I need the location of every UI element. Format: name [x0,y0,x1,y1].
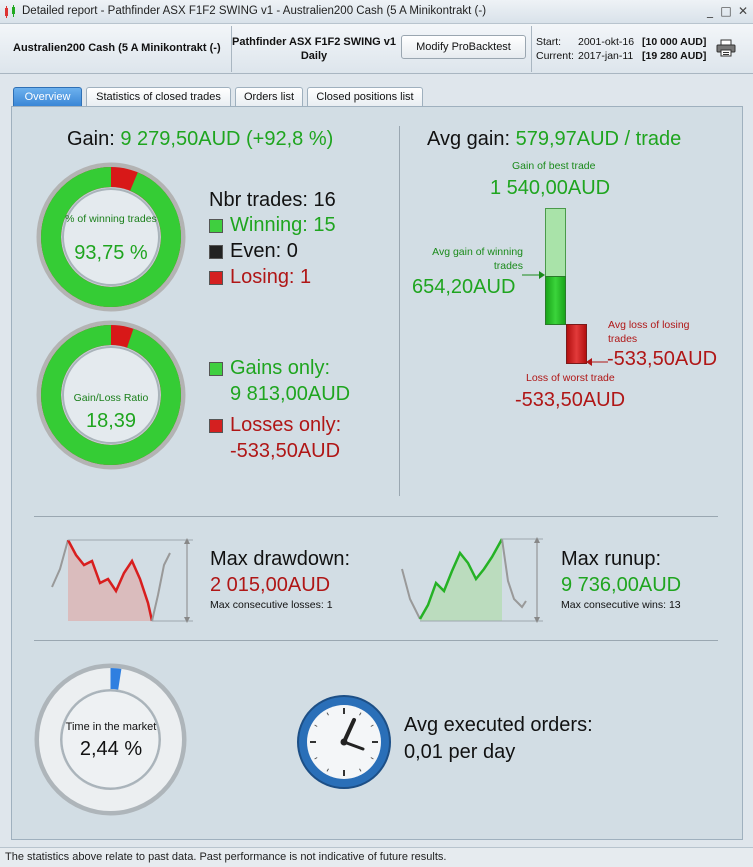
nbr-trades: Nbr trades: 16 [209,189,336,211]
gain-label: Gain: [67,128,115,150]
avg-winning-label: Avg gain of winning trades [420,245,523,273]
tab-overview[interactable]: Overview [13,87,82,106]
minimize-button[interactable]: _ [707,4,713,18]
current-label: Current: [536,50,574,62]
close-button[interactable]: ✕ [737,4,749,18]
avg-losing-label: Avg loss of losing trades [608,318,690,346]
printer-icon[interactable] [716,39,736,57]
header-divider [231,26,232,72]
winning-ring-gain-arc [41,167,181,307]
system-name: Pathfinder ASX F1F2 SWING v1 [231,36,396,48]
time-in-market-ring [34,663,187,816]
time-in-market-arc [39,668,182,811]
current-capital: [19 280 AUD] [642,50,707,62]
gain-value: 9 279,50AUD (+92,8 %) [120,128,334,150]
max-runup-label: Max runup: [561,548,662,570]
best-trade-bar [545,208,566,276]
header-divider [531,26,532,72]
losses-only-label: Losses only: [230,414,342,436]
avg-gain-heading: Avg gain: 579,97AUD / trade [427,128,681,151]
avg-losing-label-line1: Avg loss of losing [608,319,690,331]
tab-statistics-closed-trades[interactable]: Statistics of closed trades [86,87,231,106]
timeframe: Daily [300,50,328,62]
row-divider [34,640,718,641]
maximize-button[interactable]: □ [720,4,732,18]
avg-winning-label-line2: trades [493,260,523,272]
avg-losing-value-clip: -533,50AUD [607,348,721,371]
avg-gain-label: Avg gain: [427,128,511,150]
clock-icon [297,695,391,789]
max-consecutive-wins: Max consecutive wins: 13 [561,599,681,611]
worst-trade-value: -533,50AUD [515,389,626,411]
winning-legend-swatch [209,219,223,233]
avg-losing-label-line2: trades [608,333,638,345]
losses-only-swatch [209,419,223,433]
avg-winning-label-line1: Avg gain of winning [432,246,523,258]
window-title: Detailed report - Pathfinder ASX F1F2 SW… [22,5,487,17]
avg-executed-orders-label: Avg executed orders: [404,714,593,736]
gains-only-value: 9 813,00AUD [230,383,351,405]
avg-losing-bar [566,324,587,364]
max-runup-value: 9 736,00AUD [561,574,682,596]
even-legend-swatch [209,245,223,259]
row-divider [34,516,718,517]
max-drawdown-value: 2 015,00AUD [210,574,331,596]
tab-orders-list[interactable]: Orders list [235,87,303,106]
losses-only-value: -533,50AUD [230,440,341,462]
section-divider [399,126,400,496]
start-capital: [10 000 AUD] [642,36,707,48]
even-trades: Even: 0 [230,240,298,262]
winning-trades-ring [36,162,186,312]
ratio-ring-gain-arc [41,325,181,465]
start-date: 2001-okt-16 [578,36,635,48]
tab-closed-positions-list[interactable]: Closed positions list [307,87,423,106]
gains-only-swatch [209,362,223,376]
winning-ring-caption: % of winning trades [65,213,157,225]
avg-winning-value: 654,20AUD [412,276,516,298]
avg-winning-bar [545,276,566,325]
current-date: 2017-jan-11 [578,50,634,62]
ratio-ring-value: 18,39 [85,410,137,432]
avg-executed-orders-value: 0,01 per day [404,741,516,763]
report-header: Australien200 Cash (5 A Minikontrakt (-)… [0,24,753,74]
max-drawdown-label: Max drawdown: [210,548,351,570]
best-trade-value: 1 540,00AUD [490,177,611,199]
gain-heading: Gain: 9 279,50AUD (+92,8 %) [67,128,333,151]
avg-gain-value: 579,97AUD / trade [515,128,682,150]
ratio-ring-caption: Gain/Loss Ratio [73,392,149,404]
arrow-left-icon [586,358,608,366]
gains-only-label: Gains only: [230,357,331,379]
arrow-right-icon [522,271,545,279]
gain-loss-ratio-ring [36,320,186,470]
start-label: Start: [536,36,562,48]
instrument-name: Australien200 Cash (5 A Minikontrakt (-) [13,42,221,54]
time-in-market-caption: Time in the market [65,721,157,733]
worst-trade-label: Loss of worst trade [526,372,615,384]
time-in-market-value: 2,44 % [79,738,143,760]
best-trade-label: Gain of best trade [512,160,596,172]
winning-ring-value: 93,75 % [74,242,148,264]
avg-losing-value: -533,50AUD [607,348,718,370]
window-title-bar: Detailed report - Pathfinder ASX F1F2 SW… [0,0,753,24]
drawdown-sparkline [51,538,193,623]
max-consecutive-losses: Max consecutive losses: 1 [210,599,333,611]
candlestick-chart-icon [5,5,15,18]
runup-sparkline [401,537,543,623]
winning-trades: Winning: 15 [230,214,336,236]
losing-legend-swatch [209,271,223,285]
disclaimer-footer: The statistics above relate to past data… [0,847,753,867]
modify-probacktest-button[interactable]: Modify ProBacktest [401,35,526,59]
losing-trades: Losing: 1 [230,266,312,288]
